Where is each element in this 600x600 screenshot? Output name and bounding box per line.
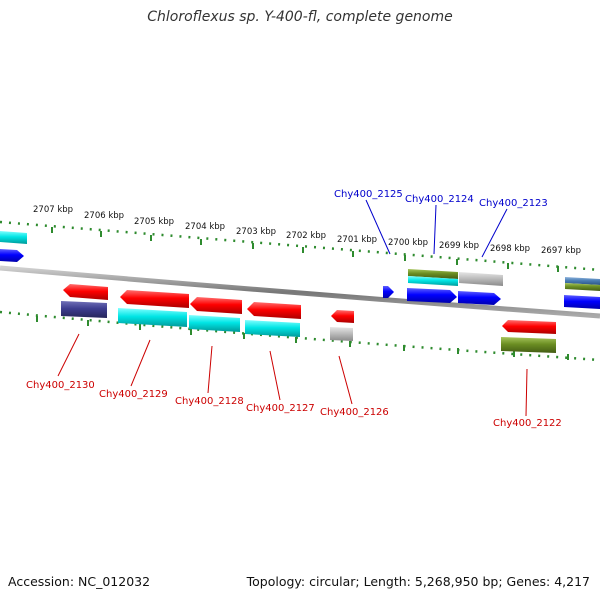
reverse-gene-red-2127[interactable] xyxy=(247,302,301,319)
scale-label-2699: 2699 kbp xyxy=(439,241,479,251)
scale-label-2705: 2705 kbp xyxy=(134,217,174,227)
scale-label-2704: 2704 kbp xyxy=(185,222,225,232)
reverse-gene-red-2129[interactable] xyxy=(120,290,189,308)
forward-gene-cyan[interactable] xyxy=(408,276,458,286)
scale-label-2707: 2707 kbp xyxy=(33,205,73,215)
scale-label-2698: 2698 kbp xyxy=(490,244,530,254)
forward-gene-blue-left[interactable] xyxy=(0,249,24,262)
scale-label-2701: 2701 kbp xyxy=(337,235,377,245)
forward-gene-cyan-left[interactable] xyxy=(0,231,27,244)
forward-gene-blue-small[interactable] xyxy=(383,286,394,298)
scale-label-2702: 2702 kbp xyxy=(286,231,326,241)
forward-leaders xyxy=(365,199,508,258)
gene-label-chy400-2128[interactable]: Chy400_2128 xyxy=(175,396,244,407)
forward-gene-olive[interactable] xyxy=(408,269,458,279)
scale-label-2700: 2700 kbp xyxy=(388,238,428,248)
reverse-gene-red-2128[interactable] xyxy=(190,297,242,314)
forward-gene-gray[interactable] xyxy=(459,272,503,286)
accession-text: Accession: NC_012032 xyxy=(8,574,151,589)
forward-ruler-ticks xyxy=(51,227,559,272)
gene-label-chy400-2125[interactable]: Chy400_2125 xyxy=(334,189,403,200)
scale-label-2697: 2697 kbp xyxy=(541,246,581,256)
forward-gene-blue-2123[interactable] xyxy=(458,291,501,305)
reverse-gene-cyan-2127[interactable] xyxy=(245,320,300,337)
reverse-gene-red-2126[interactable] xyxy=(331,310,354,323)
gene-label-chy400-2127[interactable]: Chy400_2127 xyxy=(246,403,315,414)
reverse-gene-cyan-2128[interactable] xyxy=(189,315,240,332)
reverse-features xyxy=(61,284,556,353)
gene-label-chy400-2122[interactable]: Chy400_2122 xyxy=(493,418,562,429)
gene-label-chy400-2129[interactable]: Chy400_2129 xyxy=(99,389,168,400)
gene-label-chy400-2126[interactable]: Chy400_2126 xyxy=(320,407,389,418)
reverse-gene-navy-2130[interactable] xyxy=(61,301,107,318)
gene-label-chy400-2123[interactable]: Chy400_2123 xyxy=(479,198,548,209)
reverse-gene-cyan-2129[interactable] xyxy=(118,308,187,327)
forward-gene-steel-right[interactable] xyxy=(565,277,600,285)
forward-gene-blue-right[interactable] xyxy=(564,295,600,309)
reverse-gene-gray-2126[interactable] xyxy=(330,327,353,341)
genome-summary-text: Topology: circular; Length: 5,268,950 bp… xyxy=(246,574,590,589)
scale-label-2706: 2706 kbp xyxy=(84,211,124,221)
reverse-leaders xyxy=(57,333,528,417)
genome-title: Chloroflexus sp. Y-400-fl, complete geno… xyxy=(147,9,453,25)
forward-features xyxy=(0,231,600,309)
gene-label-chy400-2124[interactable]: Chy400_2124 xyxy=(405,194,474,205)
reverse-gene-red-2130[interactable] xyxy=(63,284,108,300)
reverse-gene-red-2122[interactable] xyxy=(502,320,556,334)
reverse-ruler-ticks xyxy=(36,316,569,360)
scale-label-2703: 2703 kbp xyxy=(236,227,276,237)
genome-backbone xyxy=(0,265,600,319)
gene-label-chy400-2130[interactable]: Chy400_2130 xyxy=(26,380,95,391)
forward-gene-olive-right[interactable] xyxy=(565,283,600,291)
forward-gene-blue-2124[interactable] xyxy=(407,288,457,303)
reverse-gene-olive-2122[interactable] xyxy=(501,337,556,353)
